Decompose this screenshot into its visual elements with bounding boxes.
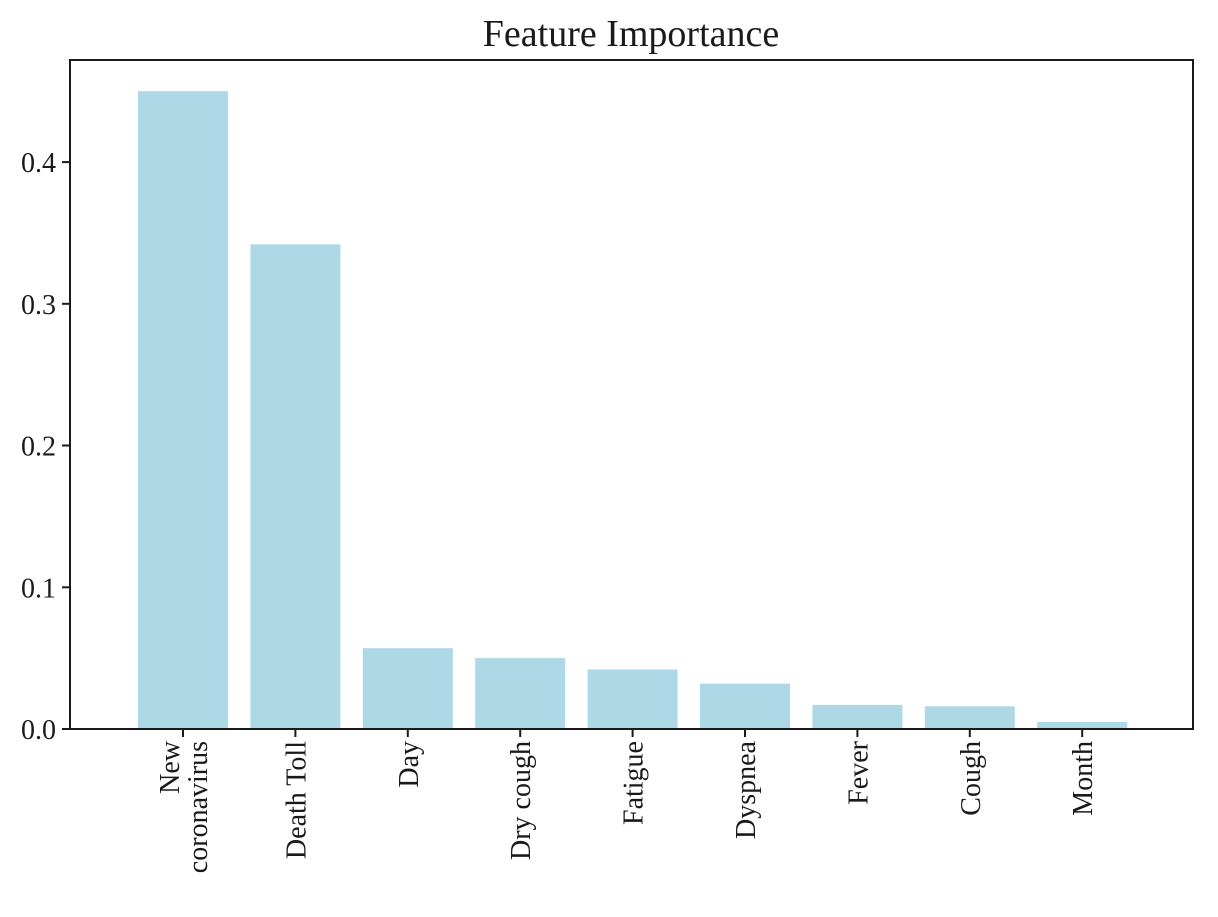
- bar-6: [812, 704, 903, 729]
- x-tick-label-2: Day: [394, 741, 425, 788]
- bar-0: [138, 91, 228, 729]
- x-tick-label-8: Month: [1068, 741, 1099, 816]
- x-tick-label-8-line-0: Month: [1068, 741, 1099, 816]
- x-tick-label-3-line-0: Dry cough: [506, 741, 537, 860]
- x-tick-label-4: Fatigue: [619, 741, 650, 825]
- x-tick-label-7: Cough: [956, 741, 987, 816]
- y-tick-label-3: 0.3: [21, 290, 56, 321]
- y-axis: 0.0 0.1 0.2 0.3 0.4: [21, 148, 70, 746]
- x-tick-label-1: Death Toll: [281, 741, 312, 859]
- x-tick-label-5: Dyspnea: [731, 740, 762, 839]
- x-tick-label-2-line-0: Day: [394, 741, 425, 788]
- y-tick-label-2: 0.2: [21, 432, 56, 463]
- y-tick-label-1: 0.1: [21, 573, 56, 604]
- x-tick-label-1-line-0: Death Toll: [281, 741, 312, 859]
- bar-1: [250, 244, 341, 730]
- x-tick-label-6: Fever: [843, 740, 874, 804]
- bar-7: [924, 706, 1015, 729]
- bar-5: [700, 683, 790, 729]
- bar-2: [362, 648, 453, 729]
- x-tick-label-3: Dry cough: [506, 741, 537, 860]
- plot-frame: [69, 59, 1194, 730]
- x-tick-label-0-line-0: New: [155, 740, 186, 794]
- y-tick-label-4: 0.4: [21, 148, 56, 179]
- x-tick-label-4-line-0: Fatigue: [619, 741, 650, 825]
- bar-3: [475, 658, 566, 729]
- bar-4: [587, 669, 678, 729]
- x-tick-label-6-line-0: Fever: [843, 740, 874, 804]
- x-tick-label-7-line-0: Cough: [956, 741, 987, 816]
- y-tick-label-0: 0.0: [21, 715, 56, 746]
- x-tick-label-5-line-0: Dyspnea: [731, 740, 762, 839]
- x-tick-label-0-line-1: coronavirus: [183, 741, 214, 873]
- chart-title: Feature Importance: [483, 13, 779, 55]
- bars-layer: [138, 91, 1128, 730]
- bar-8: [1037, 721, 1128, 729]
